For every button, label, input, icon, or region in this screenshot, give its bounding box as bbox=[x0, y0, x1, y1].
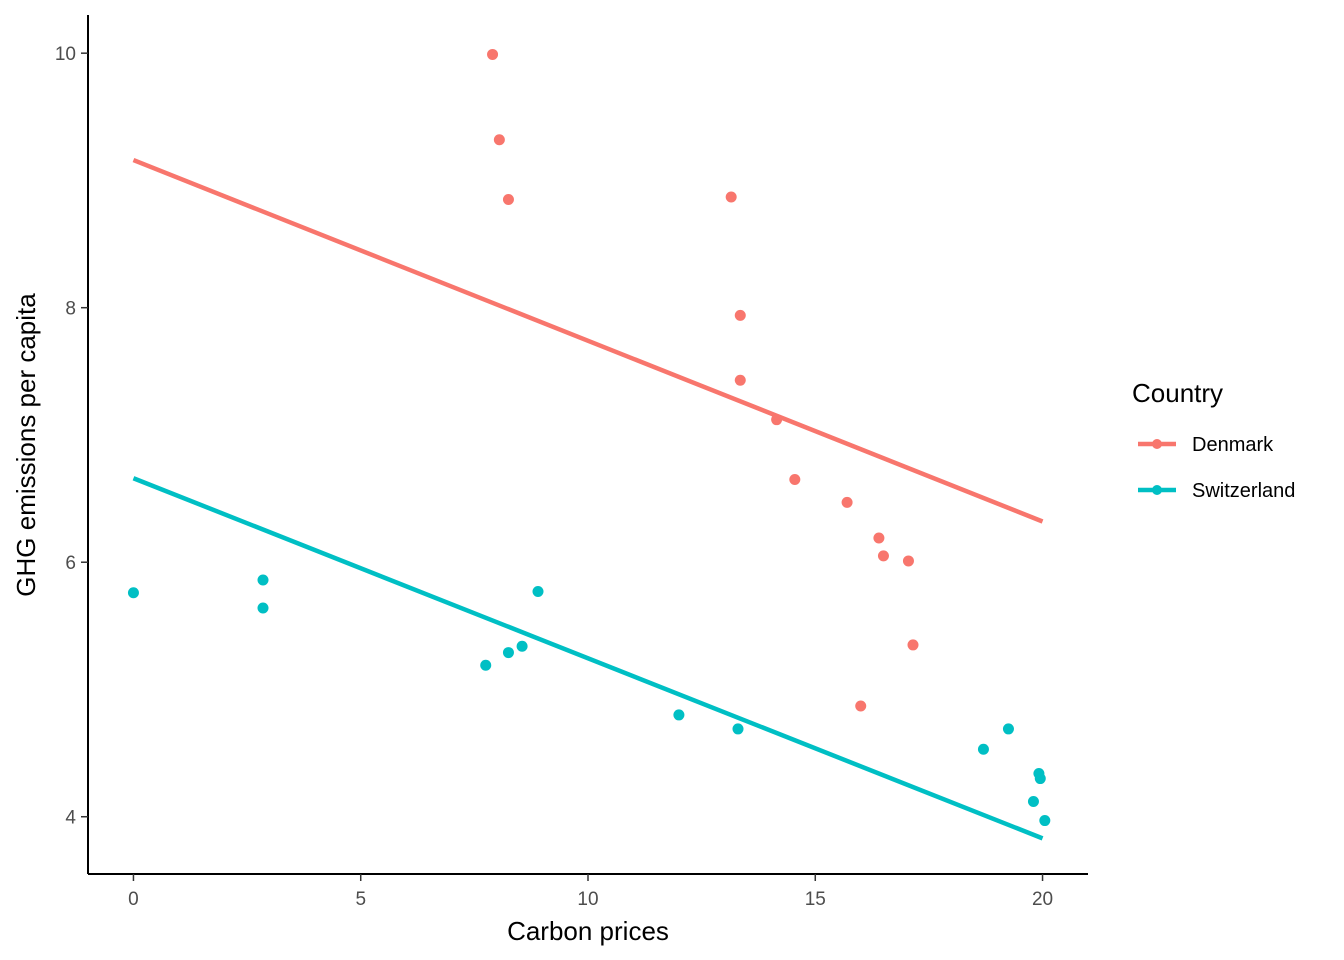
point-switzerland bbox=[1027, 795, 1039, 807]
point-denmark bbox=[725, 191, 737, 203]
legend-label: Switzerland bbox=[1192, 480, 1295, 502]
x-axis-title: Carbon prices bbox=[507, 916, 669, 946]
point-switzerland bbox=[480, 659, 492, 671]
point-denmark bbox=[493, 134, 505, 146]
fit-line-switzerland bbox=[132, 476, 1044, 841]
point-denmark bbox=[734, 374, 746, 386]
axis-ticks: 0 5 10 15 20 4 6 8 10 bbox=[55, 44, 1053, 910]
legend: Country Denmark Switzerland bbox=[1132, 378, 1295, 502]
y-axis-title: GHG emissions per capita bbox=[11, 293, 41, 597]
point-denmark bbox=[502, 194, 514, 206]
legend-key-point bbox=[1152, 485, 1162, 495]
point-switzerland bbox=[673, 709, 685, 721]
point-switzerland bbox=[1034, 773, 1046, 785]
point-denmark bbox=[873, 532, 885, 544]
y-tick-label: 6 bbox=[65, 553, 76, 574]
point-switzerland bbox=[732, 723, 744, 735]
point-denmark bbox=[841, 496, 853, 508]
x-tick-label: 5 bbox=[355, 889, 366, 910]
point-denmark bbox=[771, 414, 783, 426]
x-tick-label: 20 bbox=[1032, 889, 1053, 910]
point-switzerland bbox=[257, 574, 269, 586]
x-tick-label: 0 bbox=[128, 889, 139, 910]
point-denmark bbox=[789, 473, 801, 485]
x-tick-label: 10 bbox=[577, 889, 598, 910]
point-switzerland bbox=[516, 640, 528, 652]
axes bbox=[87, 15, 1088, 875]
point-denmark bbox=[907, 639, 919, 651]
legend-key-point bbox=[1152, 439, 1162, 449]
point-switzerland bbox=[977, 743, 989, 755]
legend-label: Denmark bbox=[1192, 434, 1274, 456]
x-tick-label: 15 bbox=[805, 889, 826, 910]
point-denmark bbox=[855, 700, 867, 712]
point-switzerland bbox=[127, 587, 139, 599]
y-tick-label: 10 bbox=[55, 44, 76, 65]
point-denmark bbox=[734, 309, 746, 321]
legend-item-switzerland: Switzerland bbox=[1138, 480, 1295, 502]
point-switzerland bbox=[257, 602, 269, 614]
y-tick-label: 4 bbox=[65, 808, 76, 829]
legend-item-denmark: Denmark bbox=[1138, 434, 1274, 456]
point-denmark bbox=[487, 48, 499, 60]
point-switzerland bbox=[502, 647, 514, 659]
point-switzerland bbox=[1002, 723, 1014, 735]
point-switzerland bbox=[1039, 815, 1051, 827]
point-denmark bbox=[877, 550, 889, 562]
plot-area bbox=[127, 48, 1051, 841]
legend-title: Country bbox=[1132, 378, 1223, 408]
y-tick-label: 8 bbox=[65, 299, 76, 320]
point-switzerland bbox=[532, 585, 544, 597]
point-denmark bbox=[902, 555, 914, 567]
fit-line-denmark bbox=[132, 157, 1044, 524]
